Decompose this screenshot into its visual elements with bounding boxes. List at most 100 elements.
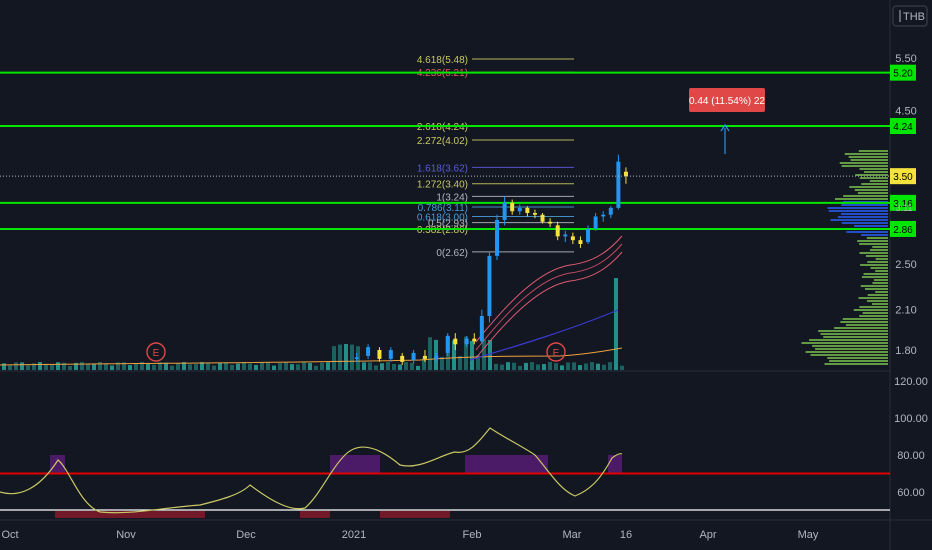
volume-bar <box>368 362 372 370</box>
volume-profile-row <box>810 354 888 356</box>
earnings-marker[interactable]: E <box>546 342 566 362</box>
candle <box>601 211 606 222</box>
volume-bar <box>74 362 78 370</box>
candle <box>586 225 591 245</box>
volume-profile-row <box>844 153 888 155</box>
volume-bar <box>38 362 42 370</box>
volume-bar <box>602 364 606 370</box>
volume-bar <box>482 340 486 370</box>
volume-profile-row <box>830 219 888 221</box>
ma-line-blue <box>469 309 619 361</box>
volume-bar <box>500 364 504 370</box>
candle <box>540 212 545 224</box>
volume-bar <box>614 278 618 370</box>
ma-ribbon-line <box>475 243 623 351</box>
rsi-tick-label: 100.00 <box>894 413 928 425</box>
currency-label: THB <box>903 11 925 23</box>
volume-profile-row <box>827 207 888 209</box>
volume-profile-row <box>818 330 888 332</box>
volume-bar <box>110 365 114 370</box>
candle <box>434 352 439 362</box>
candle <box>487 251 492 323</box>
time-tick-label: Apr <box>699 529 716 541</box>
measure-arrow-icon <box>720 123 730 132</box>
volume-profile-row <box>858 150 888 152</box>
level-price-label: 4.24 <box>893 122 913 133</box>
rsi-overbought-fill <box>330 455 380 474</box>
volume-bar <box>128 365 132 370</box>
level-price-tag <box>890 220 916 237</box>
measure-label-box <box>689 88 765 112</box>
volume-bar <box>32 363 36 370</box>
time-tick-label: Dec <box>236 529 256 541</box>
volume-profile-row <box>827 357 888 359</box>
volume-profile-row <box>857 240 888 242</box>
price-range-measure[interactable]: 0.44 (11.54%) 22 <box>689 88 765 154</box>
volume-bar <box>80 362 84 370</box>
volume-bar <box>440 356 444 370</box>
candle <box>563 230 568 243</box>
currency-button[interactable]: THB <box>892 5 928 27</box>
volume-bar <box>536 364 540 370</box>
volume-profile-row <box>870 267 888 269</box>
rsi-tick-label: 120.00 <box>894 376 928 388</box>
volume-bar <box>20 362 24 370</box>
candle <box>495 214 500 260</box>
volume-bar <box>188 364 192 370</box>
candle <box>517 204 522 215</box>
last-price-label: 3.50 <box>893 172 913 183</box>
ma-ribbon-line <box>475 251 623 359</box>
volume-profile-row <box>859 306 888 308</box>
volume-bar <box>302 362 306 370</box>
volume-bar <box>422 357 426 370</box>
volume-profile-row <box>853 309 888 311</box>
volume-bar <box>170 365 174 370</box>
candle <box>616 154 621 210</box>
volume-bar <box>572 362 576 370</box>
level-price-label: 3.16 <box>893 199 913 210</box>
rsi-axis: 120.00 100.00 80.00 60.00 <box>894 376 928 499</box>
volume-profile-row <box>875 270 888 272</box>
volume-bar <box>518 365 522 370</box>
volume-bar <box>374 365 378 370</box>
volume-profile-row <box>805 351 888 353</box>
volume-bars <box>2 278 624 370</box>
candle <box>532 209 537 219</box>
volume-bar <box>92 364 96 370</box>
fib-level-label: 2.618(4.24) <box>417 122 468 133</box>
volume-profile-row <box>823 336 888 338</box>
candle <box>555 221 560 241</box>
price-tick-label: 5.50 <box>895 53 916 65</box>
volume-bar <box>464 336 468 370</box>
rsi-overbought-fill <box>608 455 622 474</box>
price-tick-label: 1.80 <box>895 345 916 357</box>
fib-level-label: 0.5(2.93) <box>428 219 468 230</box>
earnings-marker[interactable]: E <box>146 342 166 362</box>
volume-bar <box>470 340 474 370</box>
time-tick-label: Feb <box>463 529 482 541</box>
volume-profile-row <box>850 159 888 161</box>
volume-profile-row <box>848 156 888 158</box>
level-price-label: 5.20 <box>893 69 913 80</box>
candle <box>377 347 382 362</box>
volume-bar <box>284 362 288 370</box>
volume-bar <box>488 340 492 370</box>
fib-level-label: 4.618(5.48) <box>417 55 468 66</box>
volume-bar <box>590 362 594 370</box>
volume-bar <box>242 362 246 370</box>
price-tick-label: 2.50 <box>895 259 916 271</box>
volume-profile-row <box>841 222 888 224</box>
volume-bar <box>86 364 90 370</box>
level-price-tag <box>890 118 916 135</box>
volume-bar <box>14 362 18 370</box>
volume-bar <box>338 344 342 370</box>
volume-bar <box>200 362 204 370</box>
volume-bar <box>410 362 414 370</box>
volume-profile-row <box>866 237 888 239</box>
volume-profile-row <box>863 273 888 275</box>
volume-bar <box>494 363 498 370</box>
candle <box>525 206 530 217</box>
volume-profile-row <box>834 198 888 200</box>
volume-bar <box>254 364 258 370</box>
